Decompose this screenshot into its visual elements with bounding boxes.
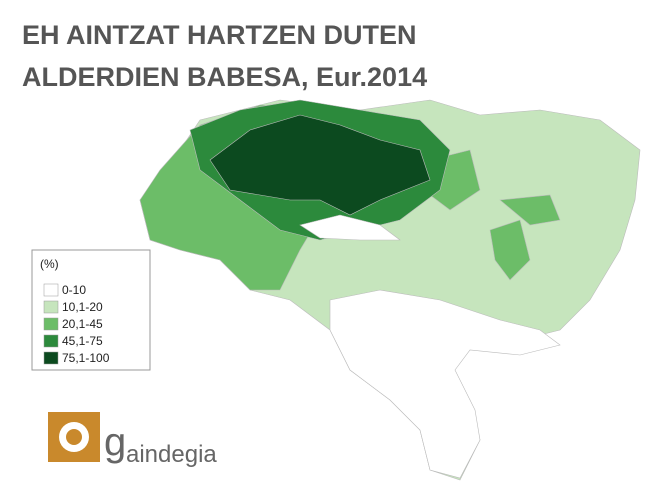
- logo-initial: g: [104, 420, 126, 464]
- legend-swatch: [43, 334, 59, 348]
- logo-circle: [66, 429, 82, 445]
- region: [499, 194, 561, 226]
- map: [139, 99, 641, 481]
- logo: g aindegia: [48, 412, 217, 468]
- region: [489, 219, 531, 281]
- legend-label: 10,1-20: [62, 300, 103, 314]
- legend-swatch: [43, 300, 59, 314]
- legend-label: 0-10: [62, 283, 86, 297]
- legend-swatch: [43, 351, 59, 365]
- logo-text: aindegia: [126, 441, 217, 468]
- legend-swatch: [43, 283, 59, 297]
- title-line: ALDERDIEN BABESA, Eur.2014: [22, 62, 427, 92]
- legend-swatch: [43, 317, 59, 331]
- title-line: EH AINTZAT HARTZEN DUTEN: [22, 20, 416, 50]
- legend-label: 20,1-45: [62, 317, 103, 331]
- legend: (%) 0-10 10,1-20 20,1-45 45,1-75 75,1-100: [31, 249, 151, 371]
- legend-label: 75,1-100: [62, 351, 110, 365]
- legend-title: (%): [40, 257, 59, 271]
- region: [329, 289, 561, 479]
- region: [209, 114, 431, 216]
- region: [299, 214, 401, 241]
- legend-label: 45,1-75: [62, 334, 103, 348]
